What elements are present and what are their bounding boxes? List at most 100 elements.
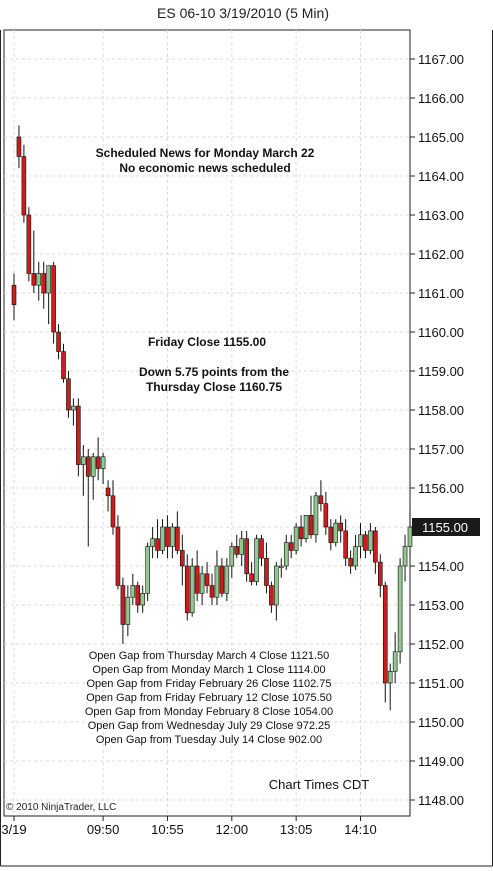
candle-down <box>377 561 383 586</box>
candle-up <box>100 456 106 469</box>
candle-down <box>16 136 22 157</box>
candle-up <box>402 546 408 567</box>
candle-up <box>140 592 145 606</box>
candle-up <box>368 530 373 551</box>
y-tick-label: 1154.00 <box>418 559 464 574</box>
candle-down <box>135 585 141 606</box>
gap-note-4: Open Gap from Friday February 12 Close 1… <box>86 692 332 704</box>
candle-down <box>31 273 37 286</box>
x-axis: 3/19 09:50 10:55 12:00 13:05 14:10 <box>1 816 377 837</box>
x-tick-label: 12:00 <box>216 822 249 837</box>
y-tick-label: 1150.00 <box>418 715 464 730</box>
candle-down <box>180 550 185 567</box>
candle-down <box>244 538 249 575</box>
y-tick-label: 1160.00 <box>418 325 464 340</box>
y-tick-label: 1166.00 <box>418 91 464 106</box>
candle-down <box>41 273 47 294</box>
candle-down <box>323 503 329 528</box>
candle-up <box>46 265 51 294</box>
y-tick-label: 1149.00 <box>418 754 464 769</box>
candles <box>11 125 413 711</box>
candle-up <box>313 495 319 536</box>
candle-down <box>110 495 116 528</box>
candle-down <box>184 565 190 614</box>
candle-down <box>308 514 314 536</box>
candle-down <box>85 456 91 477</box>
candle-up <box>358 534 363 547</box>
y-tick-label: 1148.00 <box>418 793 464 808</box>
candle-up <box>392 651 398 672</box>
candle-up <box>71 405 76 411</box>
y-tick-label: 1158.00 <box>418 403 464 418</box>
copyright-label: © 2010 NinjaTrader, LLC <box>6 802 116 813</box>
candle-up <box>214 565 220 598</box>
down-points-line-1: Down 5.75 points from the <box>139 365 289 379</box>
news-line-2: No economic news scheduled <box>119 161 290 175</box>
gap-note-1: Open Gap from Thursday March 4 Close 112… <box>89 650 330 662</box>
candle-up <box>407 526 413 547</box>
candle-down <box>21 156 27 216</box>
plot-area <box>3 29 411 817</box>
candle-down <box>249 573 254 582</box>
candle-down <box>194 565 200 594</box>
candle-down <box>51 265 56 333</box>
candle-up <box>189 565 195 614</box>
candle-down <box>165 526 170 547</box>
candle-up <box>125 596 131 625</box>
candle-up <box>387 670 393 684</box>
candle-down <box>56 331 61 352</box>
candle-down <box>363 534 368 551</box>
candle-up <box>81 456 86 465</box>
y-tick-label: 1159.00 <box>418 364 464 379</box>
y-tick-label: 1153.00 <box>418 598 464 613</box>
x-tick-label: 13:05 <box>280 822 313 837</box>
candle-down <box>105 487 111 497</box>
y-tick-label: 1167.00 <box>418 52 464 67</box>
candle-up <box>229 546 235 567</box>
candle-up <box>224 565 230 594</box>
candle-up <box>150 538 155 547</box>
x-tick-label: 3/19 <box>1 822 26 837</box>
x-tick-label: 10:55 <box>151 822 184 837</box>
x-tick-label: 14:10 <box>344 822 377 837</box>
candle-up <box>353 546 358 567</box>
candle-down <box>343 530 348 559</box>
last-price-box <box>412 518 480 536</box>
candle-up <box>278 565 284 568</box>
candle-down <box>209 585 215 598</box>
y-tick-label: 1162.00 <box>418 247 464 262</box>
last-price-marker: 1155.00 <box>412 518 480 536</box>
candle-down <box>11 284 17 306</box>
candle-up <box>333 522 339 543</box>
y-tick-label: 1151.00 <box>418 676 464 691</box>
candle-down <box>318 495 324 504</box>
y-tick-label: 1157.00 <box>418 442 464 457</box>
candle-down <box>155 538 160 551</box>
x-tick-label: 09:50 <box>87 822 120 837</box>
candle-down <box>95 456 101 469</box>
y-tick-label: 1164.00 <box>418 169 464 184</box>
candle-down <box>348 557 353 567</box>
candle-up <box>283 542 289 567</box>
news-line-1: Scheduled News for Monday March 22 <box>96 146 315 160</box>
candle-down <box>328 526 334 543</box>
gap-note-7: Open Gap from Tuesday July 14 Close 902.… <box>96 734 322 746</box>
candle-down <box>259 538 264 559</box>
gap-note-6: Open Gap from Wednesday July 29 Close 97… <box>88 720 331 732</box>
candle-up <box>145 546 150 594</box>
candle-up <box>36 273 42 286</box>
friday-close-note: Friday Close 1155.00 <box>148 335 266 349</box>
candle-down <box>234 546 240 555</box>
chart-times-label: Chart Times CDT <box>269 777 369 792</box>
candle-down <box>269 585 274 606</box>
gap-note-3: Open Gap from Friday February 26 Close 1… <box>87 678 332 690</box>
candle-down <box>26 214 32 274</box>
y-tick-label: 1163.00 <box>418 208 464 223</box>
candle-down <box>76 405 81 465</box>
candle-up <box>274 565 279 606</box>
candle-down <box>115 526 121 586</box>
down-points-line-2: Thursday Close 1160.75 <box>146 380 282 394</box>
candle-down <box>175 526 180 551</box>
